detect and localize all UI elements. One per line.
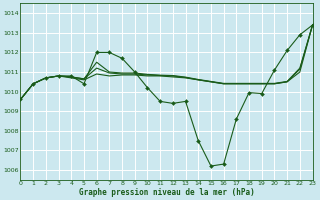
X-axis label: Graphe pression niveau de la mer (hPa): Graphe pression niveau de la mer (hPa) — [79, 188, 254, 197]
